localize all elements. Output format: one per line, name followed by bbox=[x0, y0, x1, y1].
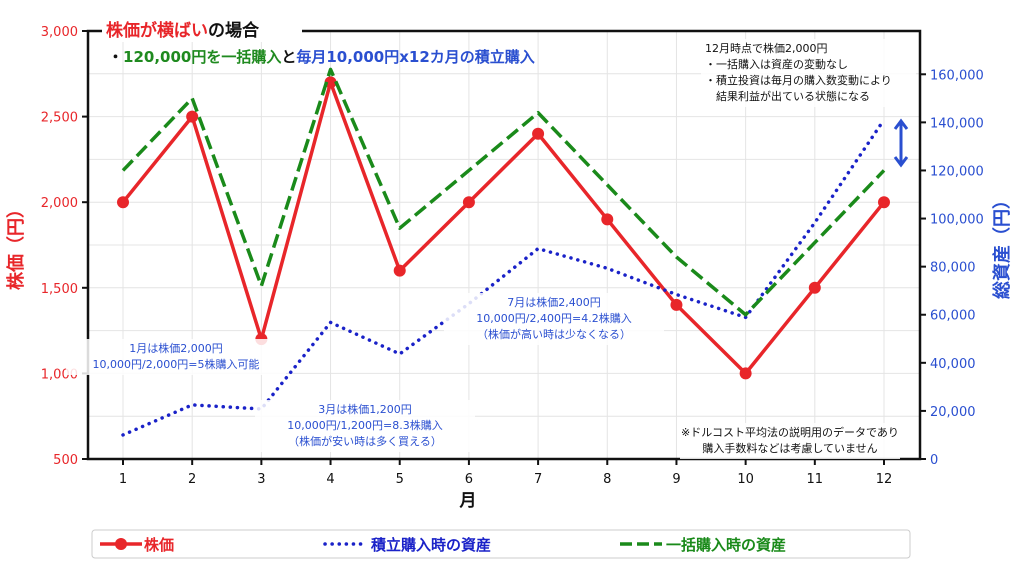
series-line-0 bbox=[121, 80, 886, 376]
y-right-tick-label: 60,000 bbox=[930, 309, 976, 324]
annotation-text: 3月は株価1,200円 bbox=[318, 402, 412, 416]
data-point bbox=[670, 298, 683, 311]
annotation-bg bbox=[701, 39, 916, 107]
data-point bbox=[186, 110, 199, 123]
x-tick-label: 2 bbox=[188, 472, 196, 487]
data-point bbox=[739, 367, 752, 380]
plot-frame bbox=[86, 29, 922, 461]
annotation-text: ※ドルコスト平均法の説明用のデータであり bbox=[681, 425, 899, 439]
data-point bbox=[117, 196, 129, 209]
annotation-text: ・積立投資は毎月の購入数変動により bbox=[705, 73, 892, 87]
subtitle-part: 毎月10,000円x12カ月の積立購入 bbox=[296, 48, 534, 66]
annotation-text: 1月は株価2,000円 bbox=[129, 341, 223, 355]
annotation-text: ・一括購入は資産の変動なし bbox=[705, 57, 848, 71]
annotation-text: 結果利益が出ている状態になる bbox=[705, 89, 870, 103]
data-point bbox=[808, 281, 821, 294]
y-right-tick-label: 140,000 bbox=[930, 116, 984, 131]
data-point bbox=[462, 196, 475, 209]
annotation-text: 10,000円/2,400円=4.2株購入 bbox=[476, 311, 631, 325]
x-tick-label: 9 bbox=[672, 472, 680, 487]
y-left-tick-label: 1,500 bbox=[41, 282, 78, 297]
data-point bbox=[532, 127, 545, 140]
y-right-tick-label: 120,000 bbox=[930, 164, 984, 179]
chart-title: 株価が横ばいの場合 bbox=[106, 20, 260, 41]
annotation-bg bbox=[66, 339, 286, 375]
x-tick-label: 5 bbox=[396, 472, 404, 487]
x-tick-label: 4 bbox=[326, 472, 334, 487]
annotation-text: （株価が高い時は少なくなる） bbox=[477, 327, 631, 341]
legend-label: 一括購入時の資産 bbox=[666, 536, 786, 554]
legend-box bbox=[91, 529, 911, 559]
y-left-axis-label: 株価（円） bbox=[5, 200, 27, 290]
x-tick-label: 6 bbox=[465, 472, 473, 487]
data-point bbox=[601, 213, 614, 226]
y-left-tick-label: 2,000 bbox=[41, 196, 78, 211]
x-tick-label: 11 bbox=[807, 472, 824, 487]
y-right-tick-label: 80,000 bbox=[930, 261, 976, 276]
annotation-bg bbox=[680, 423, 900, 459]
x-tick-label: 7 bbox=[534, 472, 542, 487]
legend-marker bbox=[115, 538, 127, 550]
y-right-axis-label: 総資産（円） bbox=[991, 191, 1013, 299]
data-point bbox=[324, 76, 337, 89]
annotation-bg bbox=[255, 400, 475, 452]
annotation-bg bbox=[444, 293, 664, 345]
legend-label: 積立購入時の資産 bbox=[370, 536, 491, 554]
y-left-tick-label: 2,500 bbox=[41, 111, 78, 126]
arrow-head-down-icon bbox=[893, 156, 909, 168]
x-tick-label: 1 bbox=[119, 472, 127, 487]
x-tick-label: 12 bbox=[876, 472, 893, 487]
y-right-tick-label: 0 bbox=[930, 453, 938, 468]
annotation-text: 12月時点で株価2,000円 bbox=[705, 41, 828, 55]
title-bg bbox=[102, 18, 302, 42]
annotation-text: 10,000円/1,200円=8.3株購入 bbox=[287, 418, 442, 432]
title-part: の場合 bbox=[208, 20, 260, 41]
x-axis-label: 月 bbox=[459, 491, 477, 511]
arrow-head-up-icon bbox=[893, 118, 909, 130]
annotation-text: 7月は株価2,400円 bbox=[507, 295, 601, 309]
subtitle-part: 120,000円を一括購入 bbox=[123, 48, 281, 66]
y-right-tick-label: 40,000 bbox=[930, 357, 976, 372]
y-right-tick-label: 100,000 bbox=[930, 213, 984, 228]
chart-subtitle: ・120,000円を一括購入と毎月10,000円x12カ月の積立購入 bbox=[108, 48, 535, 66]
legend-label: 株価 bbox=[144, 536, 174, 554]
y-right-tick-label: 20,000 bbox=[930, 405, 976, 420]
annotation-text: 10,000円/2,000円=5株購入可能 bbox=[93, 357, 260, 371]
x-tick-label: 10 bbox=[737, 472, 754, 487]
subtitle-part: ・ bbox=[108, 48, 123, 66]
y-left-tick-label: 500 bbox=[53, 453, 78, 468]
annotation-text: （株価が安い時は多く買える） bbox=[288, 434, 442, 448]
x-tick-label: 3 bbox=[257, 472, 265, 487]
y-left-tick-label: 3,000 bbox=[41, 25, 78, 40]
data-point bbox=[393, 264, 406, 277]
annotation-text: 購入手数料などは考慮していません bbox=[702, 441, 877, 455]
title-part: 株価が横ばい bbox=[106, 20, 208, 41]
series-line-2 bbox=[121, 67, 886, 317]
x-tick-label: 8 bbox=[603, 472, 611, 487]
subtitle-part: と bbox=[281, 48, 296, 66]
data-point bbox=[878, 196, 890, 209]
y-right-tick-label: 160,000 bbox=[930, 68, 984, 83]
